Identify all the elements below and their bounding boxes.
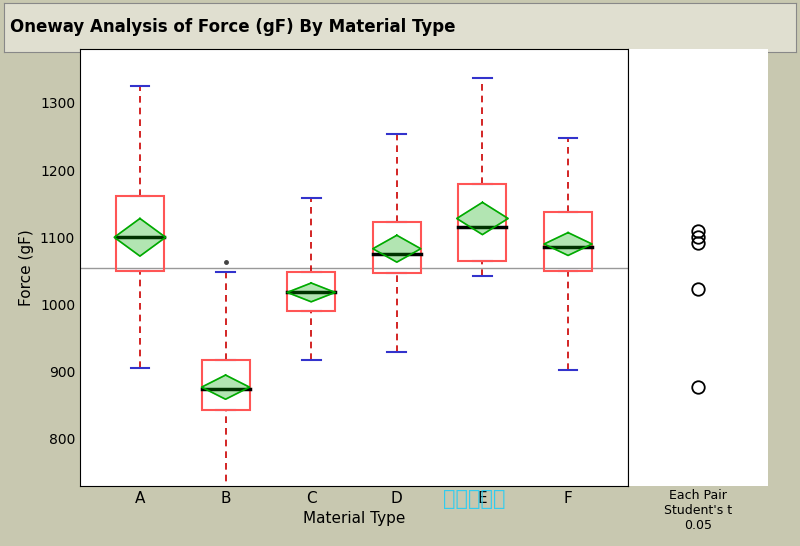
Bar	[202, 360, 250, 410]
Bar	[116, 195, 164, 271]
Polygon shape	[373, 235, 421, 262]
Polygon shape	[287, 283, 335, 302]
Polygon shape	[202, 375, 250, 399]
Bar	[287, 272, 335, 311]
Text: Each Pair
Student's t
0.05: Each Pair Student's t 0.05	[664, 489, 732, 532]
Text: 深圳宏力捷: 深圳宏力捷	[443, 489, 506, 509]
Y-axis label: Force (gF): Force (gF)	[19, 229, 34, 306]
Bar	[458, 183, 506, 261]
Polygon shape	[457, 203, 508, 235]
Polygon shape	[114, 218, 166, 256]
Text: Oneway Analysis of Force (gF) By Material Type: Oneway Analysis of Force (gF) By Materia…	[10, 19, 456, 36]
Bar	[544, 212, 592, 271]
Bar	[373, 222, 421, 273]
X-axis label: Material Type: Material Type	[303, 512, 405, 526]
Polygon shape	[544, 233, 592, 256]
